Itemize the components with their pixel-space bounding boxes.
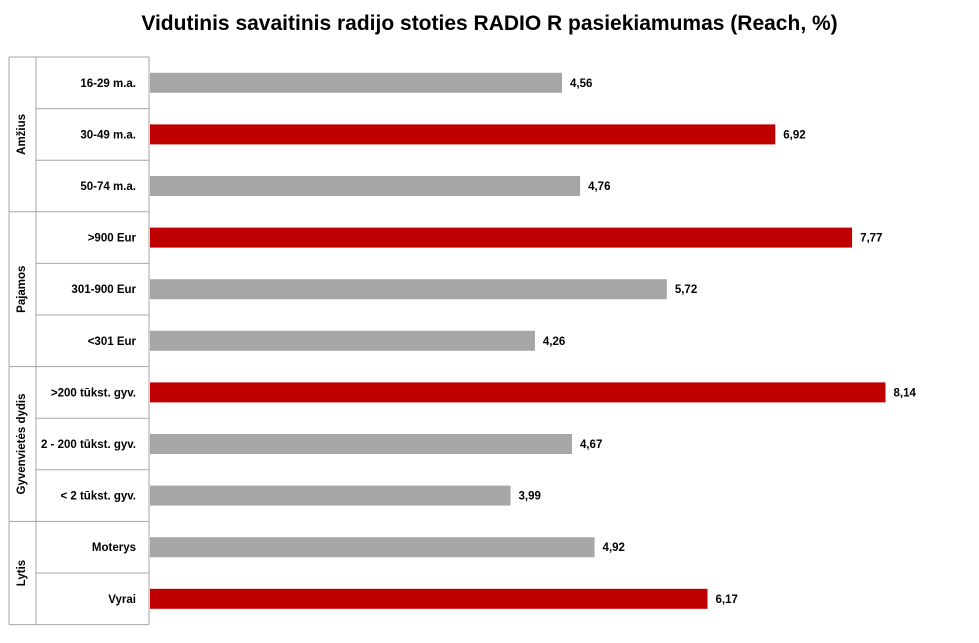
bar — [150, 227, 853, 248]
data-label: 6,17 — [715, 594, 737, 606]
data-label: 4,92 — [603, 542, 625, 554]
bar — [150, 485, 511, 506]
category-label: >900 Eur — [88, 233, 137, 245]
bar — [150, 588, 708, 609]
data-label: 6,92 — [783, 129, 805, 141]
group-label: Amžius — [16, 114, 28, 155]
category-label: 30-49 m.a. — [80, 129, 136, 141]
category-label: 16-29 m.a. — [80, 78, 136, 90]
category-label: < 2 tūkst. gyv. — [60, 491, 136, 503]
category-label: Vyrai — [108, 594, 136, 606]
data-label: 4,26 — [543, 336, 565, 348]
data-label: 7,77 — [860, 233, 882, 245]
data-label: 8,14 — [894, 387, 917, 399]
group-label: Lytis — [16, 560, 28, 586]
bar — [150, 176, 581, 196]
group-label: Pajamos — [16, 266, 28, 313]
group-label: Gyvenvietės dydis — [16, 394, 28, 495]
bar — [150, 537, 595, 558]
bar — [150, 382, 886, 403]
data-label: 5,72 — [675, 284, 697, 296]
bar — [150, 434, 572, 454]
chart-title: Vidutinis savaitinis radijo stoties RADI… — [141, 12, 838, 35]
data-label: 4,56 — [570, 78, 592, 90]
category-label: 2 - 200 tūkst. gyv. — [41, 439, 136, 451]
data-label: 4,76 — [588, 181, 610, 193]
data-label: 4,67 — [580, 439, 602, 451]
bar — [150, 330, 535, 351]
category-label: <301 Eur — [88, 336, 137, 348]
bar — [150, 279, 667, 300]
bar — [150, 72, 563, 93]
category-label: >200 tūkst. gyv. — [51, 387, 136, 399]
data-label: 3,99 — [519, 491, 541, 503]
category-label: 301-900 Eur — [71, 284, 136, 296]
category-label: 50-74 m.a. — [80, 181, 136, 193]
bar — [150, 124, 776, 145]
category-label: Moterys — [92, 542, 136, 554]
